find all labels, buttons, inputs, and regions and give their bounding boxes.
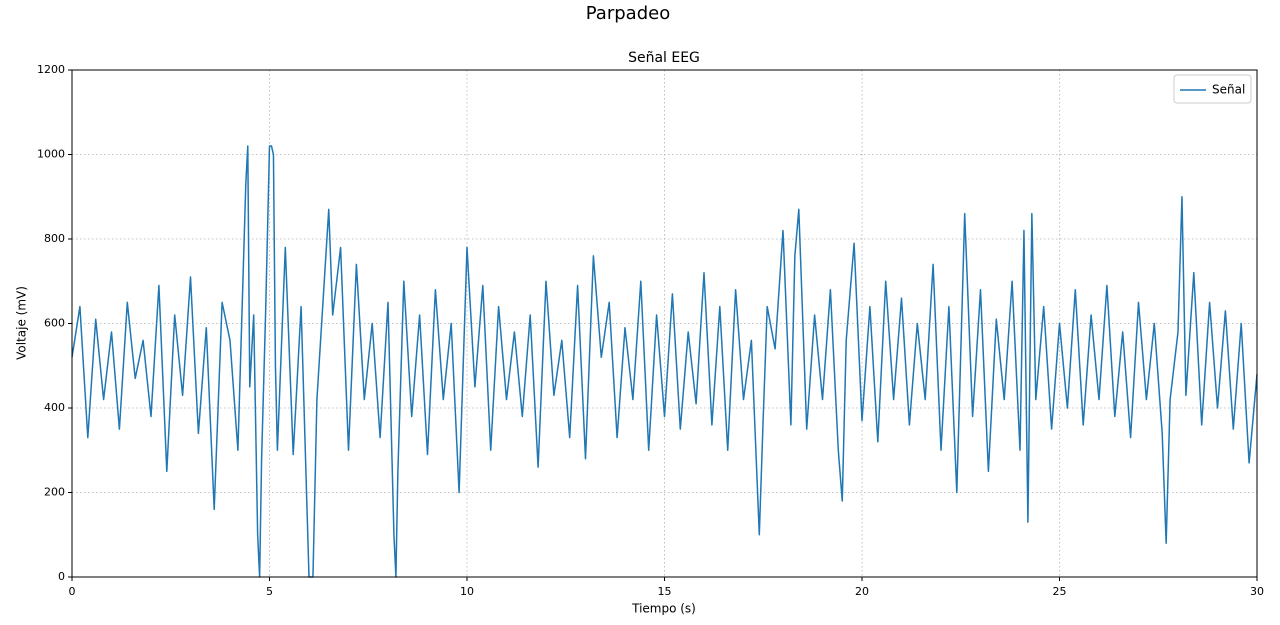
- x-tick-label: 5: [266, 585, 273, 598]
- plot-frame: [71, 69, 1258, 578]
- y-tick-label: 600: [44, 317, 65, 330]
- x-tick-label: 10: [460, 585, 474, 598]
- x-tick-label: 20: [855, 585, 869, 598]
- suptitle: Parpadeo: [586, 3, 670, 24]
- y-axis-label: Voltaje (mV): [15, 286, 29, 360]
- x-tick-label: 30: [1250, 585, 1264, 598]
- x-tick-label: 0: [69, 585, 76, 598]
- x-tick-label: 15: [658, 585, 672, 598]
- legend-box: [1173, 74, 1252, 104]
- y-tick-label: 400: [44, 401, 65, 414]
- y-tick-label: 1000: [37, 148, 65, 161]
- x-tick-label: 25: [1053, 585, 1067, 598]
- signal-line: [71, 145, 1258, 578]
- y-tick-label: 1200: [37, 63, 65, 76]
- y-tick-label: 800: [44, 232, 65, 245]
- x-axis-label: Tiempo (s): [631, 602, 696, 616]
- y-tick-label: 200: [44, 486, 65, 499]
- legend-label: Señal: [1212, 83, 1245, 97]
- y-tick-label: 0: [58, 570, 65, 583]
- chart-title: Señal EEG: [628, 50, 700, 66]
